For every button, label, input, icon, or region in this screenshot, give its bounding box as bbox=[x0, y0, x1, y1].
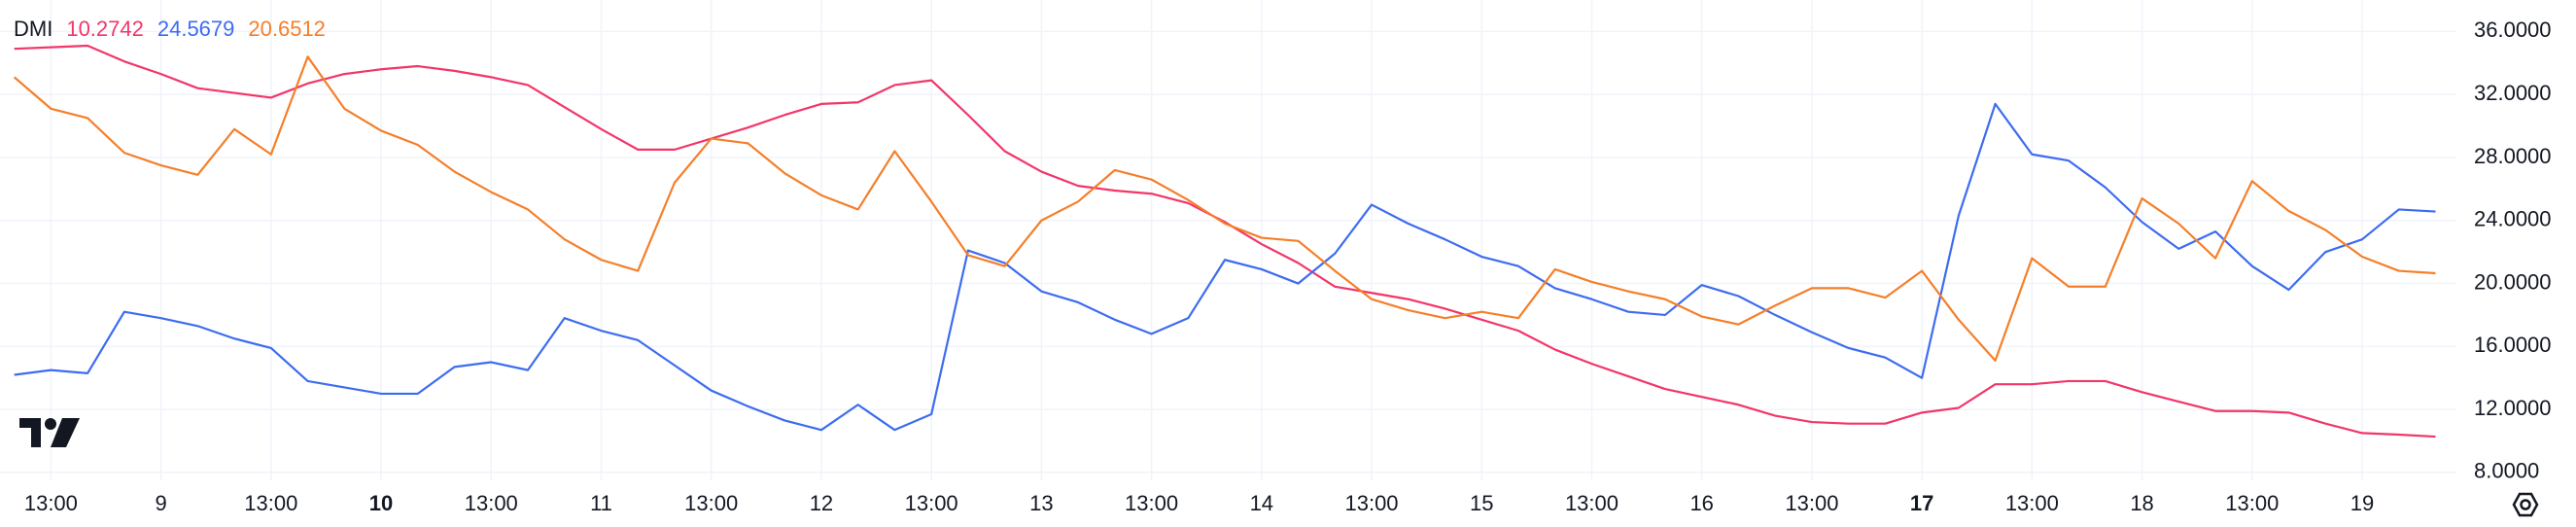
logo-part bbox=[51, 418, 80, 447]
y-tick-label: 20.0000 bbox=[2474, 269, 2552, 294]
series-line bbox=[14, 44, 2436, 439]
legend-value: 24.5679 bbox=[157, 17, 235, 41]
indicator-title: DMI bbox=[14, 17, 52, 41]
x-tick-label: 18 bbox=[2130, 491, 2153, 515]
x-tick-label: 9 bbox=[155, 491, 166, 515]
y-tick-label: 32.0000 bbox=[2474, 81, 2552, 105]
x-tick-label: 12 bbox=[810, 491, 833, 515]
x-tick-label: 16 bbox=[1689, 491, 1713, 515]
settings-dot[interactable] bbox=[2520, 499, 2531, 510]
x-tick-label: 13:00 bbox=[1565, 491, 1619, 515]
y-tick-label: 16.0000 bbox=[2474, 333, 2552, 357]
x-tick-label: 13:00 bbox=[1785, 491, 1838, 515]
logo-part bbox=[19, 418, 41, 447]
x-tick-label: 19 bbox=[2350, 491, 2374, 515]
x-tick-label: 13:00 bbox=[905, 491, 958, 515]
legend-value: 20.6512 bbox=[248, 17, 326, 41]
y-tick-label: 8.0000 bbox=[2474, 459, 2539, 483]
tradingview-logo bbox=[19, 418, 80, 447]
settings-icon[interactable] bbox=[2512, 492, 2539, 517]
x-tick-label: 11 bbox=[590, 491, 612, 515]
x-tick-label: 13:00 bbox=[465, 491, 518, 515]
series-line bbox=[13, 55, 2436, 362]
legend-value: 10.2742 bbox=[66, 17, 144, 41]
x-tick-label: 13:00 bbox=[24, 491, 78, 515]
x-tick-label: 13:00 bbox=[1344, 491, 1398, 515]
x-tick-label: 15 bbox=[1470, 491, 1493, 515]
x-tick-label: 13:00 bbox=[2225, 491, 2279, 515]
y-tick-label: 36.0000 bbox=[2474, 18, 2552, 42]
x-tick-label: 13:00 bbox=[1125, 491, 1178, 515]
x-tick-label: 13:00 bbox=[684, 491, 738, 515]
x-tick-label: 13:00 bbox=[244, 491, 297, 515]
y-tick-label: 12.0000 bbox=[2474, 396, 2552, 420]
x-tick-label: 13 bbox=[1029, 491, 1053, 515]
logo-part bbox=[45, 418, 56, 430]
grid bbox=[0, 0, 2456, 480]
series-line bbox=[14, 102, 2436, 432]
x-tick-label: 10 bbox=[369, 491, 393, 515]
plot bbox=[13, 44, 2436, 439]
x-tick-label: 17 bbox=[1910, 491, 1933, 515]
y-tick-label: 24.0000 bbox=[2474, 207, 2552, 231]
x-tick-label: 14 bbox=[1250, 491, 1273, 515]
x-tick-label: 13:00 bbox=[2005, 491, 2059, 515]
settings-hexagon[interactable] bbox=[2512, 492, 2539, 517]
y-tick-label: 28.0000 bbox=[2474, 144, 2552, 168]
